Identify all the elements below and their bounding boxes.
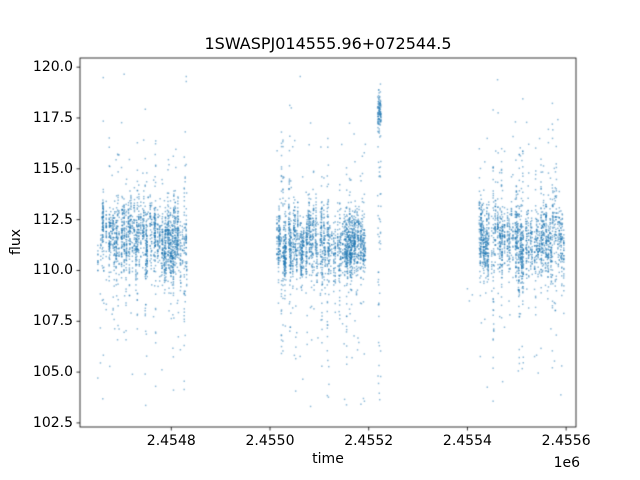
y-tick-label: 102.5 — [32, 414, 73, 431]
y-tick-label: 105.0 — [32, 364, 73, 381]
x-tick-label: 2.4548 — [146, 433, 196, 449]
y-axis-label: flux — [8, 229, 24, 255]
x-tick-label: 2.4550 — [245, 433, 295, 449]
y-tick-label: 110.0 — [32, 262, 73, 279]
x-tick-label: 2.4554 — [442, 433, 492, 449]
x-axis-offset-text: 1e6 — [553, 455, 580, 471]
y-tick-label: 117.5 — [32, 109, 73, 126]
y-tick-label: 112.5 — [32, 211, 73, 228]
x-axis-label: time — [312, 451, 344, 467]
x-tick-label: 2.4556 — [541, 433, 591, 449]
y-tick-label: 120.0 — [32, 59, 73, 76]
y-tick-label: 115.0 — [32, 160, 73, 177]
x-tick-label: 2.4552 — [344, 433, 394, 449]
chart-title: 1SWASPJ014555.96+072544.5 — [204, 34, 452, 53]
y-tick-label: 107.5 — [32, 313, 73, 330]
